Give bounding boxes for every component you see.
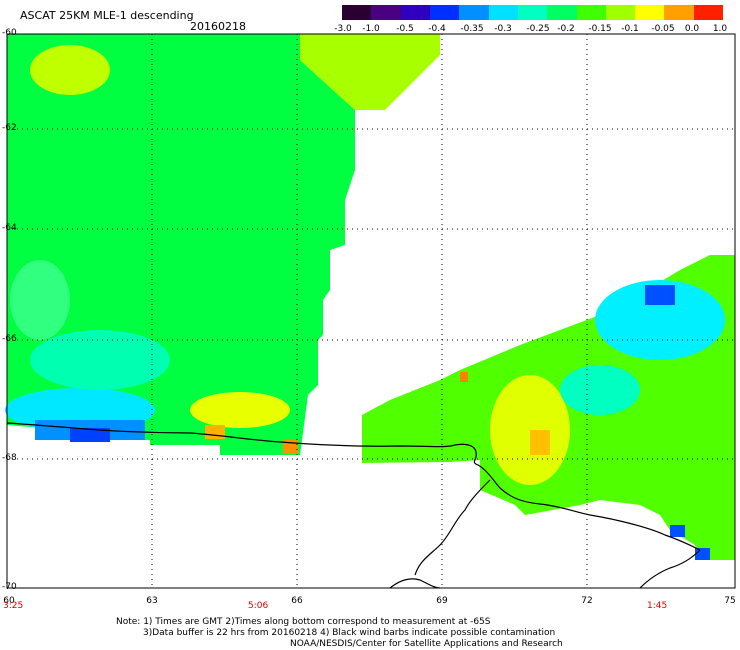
note-line-1: Note: 1) Times are GMT 2)Times along bot… — [116, 617, 491, 627]
lat-label: -66 — [2, 334, 17, 344]
orange-patch-right — [530, 430, 550, 455]
colorbar-swatch — [693, 5, 724, 20]
lon-label: 72 — [581, 596, 593, 606]
colorbar-swatch — [547, 5, 577, 20]
colorbar-swatch — [429, 5, 460, 20]
blue-patch-right-bottom-2 — [695, 548, 710, 560]
colorbar-label: -0.4 — [428, 24, 446, 34]
colorbar — [342, 5, 724, 20]
cyan-patch-mid — [30, 330, 170, 390]
colorbar-label: 1.0 — [712, 24, 728, 34]
colorbar-swatch — [342, 5, 372, 20]
colorbar-label: -3.0 — [334, 24, 352, 34]
colorbar-label: -0.35 — [460, 24, 484, 34]
colorbar-swatch — [459, 5, 489, 20]
colorbar-label: -0.05 — [651, 24, 675, 34]
map-frame — [6, 33, 736, 589]
lat-label: -62 — [2, 123, 17, 133]
colorbar-swatch — [371, 5, 401, 20]
yellow-patch-north — [30, 45, 110, 95]
colorbar-label: -0.5 — [396, 24, 414, 34]
map-date: 20160218 — [190, 20, 246, 33]
time-label: 1:45 — [647, 601, 668, 611]
map-title: ASCAT 25KM MLE-1 descending — [20, 9, 194, 22]
colorbar-label: -0.3 — [494, 24, 512, 34]
colorbar-swatch — [488, 5, 518, 20]
time-label: 3:25 — [3, 601, 24, 611]
cyan-patch-right-mid — [560, 365, 640, 415]
lon-label: 66 — [291, 596, 303, 606]
yellow-patch-left — [190, 392, 290, 428]
colorbar-label: 0.0 — [684, 24, 700, 34]
colorbar-label: -0.2 — [557, 24, 575, 34]
colorbar-label: -0.15 — [588, 24, 612, 34]
lat-label: -64 — [2, 223, 17, 233]
lon-label: 63 — [146, 596, 158, 606]
blue-patch-right-top — [645, 285, 675, 305]
orange-patch-left — [205, 425, 225, 439]
green-patch-west — [10, 260, 70, 340]
colorbar-swatch — [517, 5, 548, 20]
colorbar-swatch — [576, 5, 606, 20]
colorbar-label: -0.25 — [526, 24, 550, 34]
time-label: 5:06 — [248, 601, 269, 611]
coastline — [6, 422, 701, 589]
colorbar-swatch — [635, 5, 665, 20]
lon-label: 60 — [3, 596, 15, 606]
lon-label: 75 — [724, 596, 736, 606]
blue-patch-right-bottom — [670, 525, 685, 537]
orange-patch-pixel — [460, 372, 468, 382]
colorbar-label: -1.0 — [362, 24, 380, 34]
colorbar-swatch — [400, 5, 430, 20]
lon-label: 69 — [436, 596, 448, 606]
colorbar-swatch — [605, 5, 636, 20]
note-line-2: 3)Data buffer is 22 hrs from 20160218 4)… — [143, 628, 556, 638]
lat-label: -70 — [2, 582, 17, 592]
lat-label: -68 — [2, 453, 17, 463]
swath-left-yellow-ne — [300, 34, 440, 110]
lat-label: -60 — [2, 28, 17, 38]
colorbar-label: -0.1 — [621, 24, 639, 34]
note-line-3: NOAA/NESDIS/Center for Satellite Applica… — [290, 639, 563, 649]
colorbar-swatch — [664, 5, 694, 20]
darkblue-patch-left — [70, 428, 110, 442]
